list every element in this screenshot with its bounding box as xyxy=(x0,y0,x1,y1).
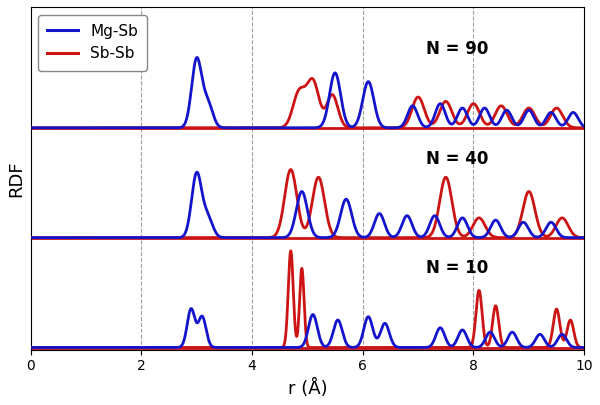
Text: N = 90: N = 90 xyxy=(427,40,489,58)
Text: N = 40: N = 40 xyxy=(427,149,489,168)
Legend: Mg-Sb, Sb-Sb: Mg-Sb, Sb-Sb xyxy=(38,15,147,70)
X-axis label: r (Å): r (Å) xyxy=(287,379,327,398)
Y-axis label: RDF: RDF xyxy=(7,160,25,197)
Text: N = 10: N = 10 xyxy=(427,260,488,277)
